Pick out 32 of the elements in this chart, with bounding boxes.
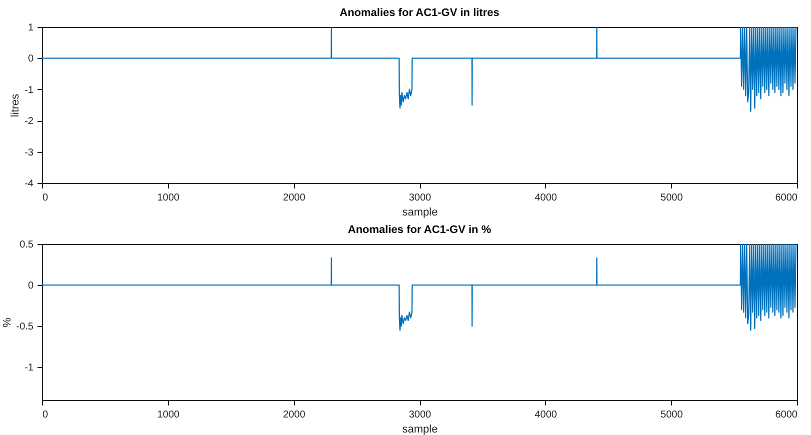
x-tick-label: 6000 [775, 410, 798, 420]
y-tick-label: 0.5 [20, 240, 34, 250]
x-tick-label: 4000 [534, 410, 558, 420]
y-tick-label: 0 [28, 54, 34, 65]
chart-title: Anomalies for AC1-GV in % [348, 224, 492, 236]
y-tick-label: -3 [24, 147, 34, 158]
y-tick-label: -0.5 [16, 322, 34, 333]
x-tick-label: 5000 [660, 192, 684, 204]
x-tick-label: 3000 [408, 410, 432, 420]
y-tick-label: -4 [24, 178, 34, 190]
x-tick-label: 2000 [283, 410, 306, 420]
y-tick-label: 1 [28, 22, 34, 34]
x-tick-label: 0 [42, 192, 48, 204]
y-axis-title: litres [10, 93, 22, 118]
x-tick-label: 1000 [157, 410, 180, 420]
chart-title: Anomalies for AC1-GV in litres [340, 7, 500, 19]
x-tick-label: 1000 [157, 192, 180, 204]
y-tick-label: -1 [24, 362, 34, 374]
x-tick-label: 3000 [408, 192, 432, 204]
x-tick-label: 2000 [283, 192, 306, 204]
y-axis-title: % [1, 317, 14, 328]
x-tick-label: 6000 [775, 192, 798, 204]
y-tick-label: -2 [24, 116, 34, 128]
line-series [42, 27, 797, 112]
x-axis-title: sample [402, 424, 438, 435]
line-series [42, 244, 797, 331]
y-tick-label: -1 [24, 84, 34, 96]
y-tick-label: 0 [28, 280, 34, 292]
x-tick-label: 4000 [534, 192, 558, 204]
x-axis-title: sample [402, 206, 438, 218]
x-tick-label: 5000 [660, 410, 684, 420]
x-tick-label: 0 [42, 410, 48, 420]
